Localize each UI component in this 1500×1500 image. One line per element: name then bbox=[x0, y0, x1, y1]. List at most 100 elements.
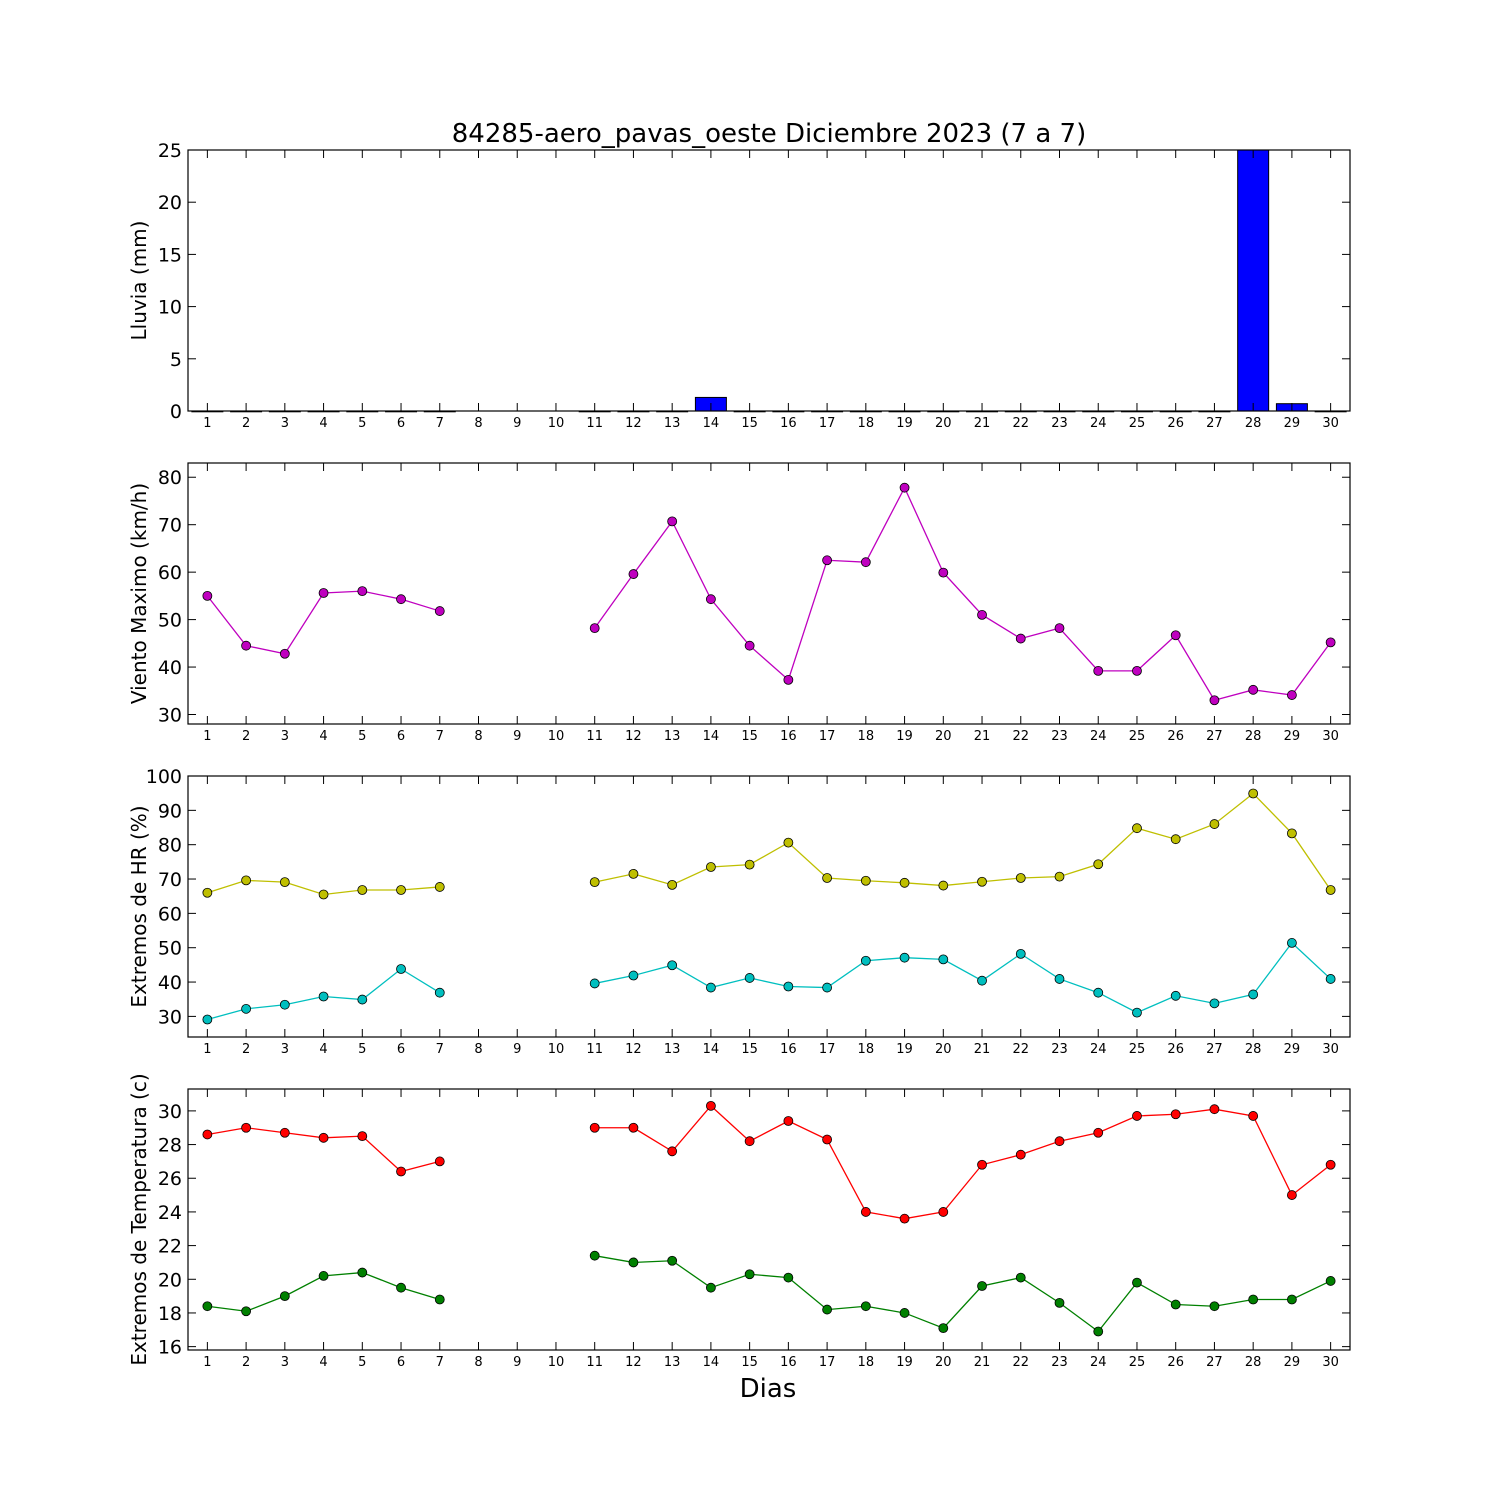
x-tick-label: 1 bbox=[203, 729, 211, 744]
x-tick-label: 23 bbox=[1051, 729, 1068, 744]
point-day-4 bbox=[318, 1271, 329, 1281]
point-day-20 bbox=[938, 880, 949, 891]
x-tick-label: 21 bbox=[974, 416, 991, 431]
point-day-23 bbox=[1054, 974, 1065, 984]
x-tick-label: 10 bbox=[548, 1042, 565, 1057]
x-tick-label: 9 bbox=[513, 416, 521, 431]
point-day-19 bbox=[899, 877, 910, 888]
point-day-21 bbox=[977, 975, 987, 986]
series-line-2 bbox=[594, 486, 1332, 702]
x-tick-label: 5 bbox=[358, 1042, 366, 1057]
x-tick-label: 27 bbox=[1206, 1355, 1223, 1370]
point-day-17 bbox=[822, 555, 832, 566]
x-tick-label: 20 bbox=[935, 729, 952, 744]
point-day-3 bbox=[279, 999, 290, 1010]
point-day-18 bbox=[860, 875, 871, 886]
y-tick-label: 70 bbox=[158, 515, 182, 537]
point-day-15 bbox=[744, 973, 755, 983]
point-day-18 bbox=[860, 557, 871, 568]
point-day-6 bbox=[396, 964, 406, 974]
x-tick-label: 11 bbox=[586, 416, 603, 431]
point-day-19 bbox=[899, 1213, 910, 1224]
chart-title: 84285-aero_pavas_oeste Diciembre 2023 (7… bbox=[452, 119, 1087, 149]
x-tick-label: 12 bbox=[625, 416, 642, 431]
x-tick-label: 12 bbox=[625, 1355, 642, 1370]
x-tick-label: 4 bbox=[319, 729, 327, 744]
plot-frame bbox=[187, 462, 1351, 725]
x-tick-label: 6 bbox=[397, 416, 405, 431]
point-day-11 bbox=[589, 877, 600, 888]
point-day-1 bbox=[202, 887, 213, 898]
x-tick-label: 21 bbox=[974, 729, 991, 744]
y-tick-label: 24 bbox=[158, 1202, 182, 1224]
point-day-14 bbox=[706, 1100, 716, 1111]
x-tick-label: 20 bbox=[935, 1355, 952, 1370]
x-tick-label: 8 bbox=[474, 729, 482, 744]
point-day-7 bbox=[434, 882, 445, 892]
plot-area bbox=[188, 463, 1350, 724]
x-tick-label: 7 bbox=[436, 416, 444, 431]
point-day-1 bbox=[202, 590, 213, 601]
x-tick-label: 15 bbox=[741, 729, 758, 744]
point-day-26 bbox=[1170, 1299, 1181, 1310]
series-2 bbox=[202, 938, 1336, 1025]
y-tick-label: 80 bbox=[158, 835, 182, 857]
point-day-12 bbox=[628, 1257, 639, 1268]
x-tick-label: 24 bbox=[1090, 1042, 1107, 1057]
point-day-22 bbox=[1015, 1149, 1026, 1160]
point-day-28 bbox=[1248, 1111, 1259, 1121]
x-tick-label: 6 bbox=[397, 1042, 405, 1057]
x-tick-label: 15 bbox=[741, 1355, 758, 1370]
x-tick-label: 4 bbox=[319, 1355, 327, 1370]
point-day-23 bbox=[1054, 623, 1065, 634]
point-day-24 bbox=[1093, 987, 1104, 998]
x-tick-label: 17 bbox=[819, 1355, 836, 1370]
x-tick-label: 21 bbox=[974, 1042, 991, 1057]
point-day-13 bbox=[667, 1146, 678, 1157]
x-tick-label: 28 bbox=[1245, 1042, 1262, 1057]
x-tick-label: 15 bbox=[741, 1042, 758, 1057]
x-tick-label: 17 bbox=[819, 416, 836, 431]
point-day-15 bbox=[744, 859, 755, 870]
point-day-5 bbox=[357, 885, 368, 895]
point-day-19 bbox=[899, 952, 910, 963]
x-tick-label: 30 bbox=[1322, 1042, 1339, 1057]
point-day-22 bbox=[1015, 1272, 1026, 1283]
point-day-29 bbox=[1287, 1294, 1297, 1305]
point-day-27 bbox=[1209, 695, 1220, 706]
point-day-18 bbox=[860, 1207, 871, 1217]
point-day-25 bbox=[1132, 1111, 1142, 1121]
y-tick-label: 90 bbox=[158, 800, 182, 822]
plot-frame bbox=[187, 149, 1351, 412]
point-day-15 bbox=[744, 1269, 755, 1280]
point-day-28 bbox=[1248, 1294, 1259, 1305]
x-tick-label: 9 bbox=[513, 1042, 521, 1057]
x-tick-label: 14 bbox=[703, 416, 720, 431]
point-day-1 bbox=[202, 1129, 213, 1140]
y-tick-label: 60 bbox=[158, 903, 182, 925]
x-tick-label: 28 bbox=[1245, 729, 1262, 744]
point-day-25 bbox=[1132, 1277, 1142, 1288]
point-day-25 bbox=[1132, 1007, 1142, 1018]
x-tick-label: 30 bbox=[1322, 729, 1339, 744]
point-day-12 bbox=[628, 970, 639, 981]
point-day-20 bbox=[938, 954, 949, 965]
y-axis-label: Viento Maximo (km/h) bbox=[127, 483, 151, 704]
y-tick-label: 25 bbox=[158, 140, 182, 162]
x-tick-label: 7 bbox=[436, 729, 444, 744]
point-day-30 bbox=[1325, 885, 1336, 895]
plot-area bbox=[188, 150, 1350, 411]
point-day-29 bbox=[1287, 938, 1297, 948]
x-tick-label: 24 bbox=[1090, 729, 1107, 744]
point-day-27 bbox=[1209, 998, 1220, 1009]
point-day-11 bbox=[589, 623, 600, 634]
point-day-6 bbox=[396, 885, 406, 895]
y-tick-label: 15 bbox=[158, 244, 182, 266]
y-axis-label: Lluvia (mm) bbox=[127, 221, 151, 341]
point-day-24 bbox=[1093, 1326, 1104, 1337]
point-day-26 bbox=[1170, 1109, 1181, 1120]
point-day-4 bbox=[318, 991, 329, 1002]
point-day-26 bbox=[1170, 990, 1181, 1001]
